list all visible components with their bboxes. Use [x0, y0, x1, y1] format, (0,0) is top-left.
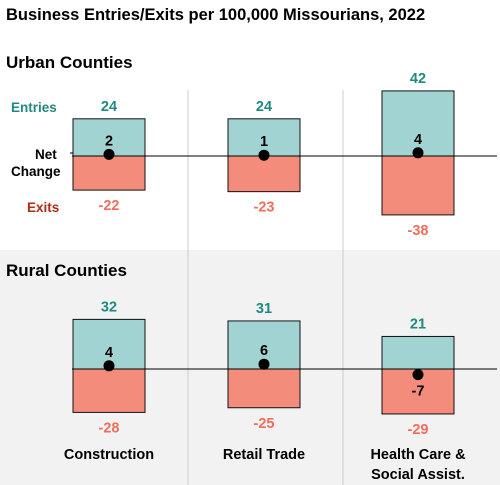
legend-net-label: Net [35, 147, 57, 162]
rural-c2-entries-bar [382, 336, 454, 369]
urban-c0-exits-label: -22 [99, 198, 120, 214]
rural-c2-exits-label: -29 [408, 422, 429, 438]
rural-c1-bar-outline [227, 320, 301, 409]
urban-c0-bar-outline [72, 118, 146, 191]
category-label-0: Construction [64, 447, 154, 463]
urban-c0-net-dot [103, 148, 115, 160]
category-label-2-line1: Social Assist. [371, 467, 465, 483]
urban-c1-entries-label: 24 [256, 99, 272, 115]
rural-c2-entries-label: 21 [410, 316, 426, 332]
urban-c0-exits-bar [73, 156, 145, 191]
urban-c1-net-label: 1 [260, 134, 268, 150]
urban-c2-net-dot [412, 147, 424, 159]
category-label-1: Retail Trade [223, 447, 305, 463]
legend-exits-label: Exits [27, 200, 59, 215]
rural-c1-exits-bar [228, 369, 300, 408]
rural-c1-net-label: 6 [260, 343, 268, 359]
urban-c2-exits-label: -38 [408, 223, 429, 239]
urban-c2-entries-label: 42 [410, 71, 426, 87]
rural-c0-exits-bar [73, 369, 145, 413]
rural-c2-bar-outline [381, 335, 455, 415]
legend-change-label: Change [11, 164, 61, 179]
urban-c2-exits-bar [382, 156, 454, 215]
rural-c0-entries-label: 32 [101, 299, 117, 315]
chart-title: Business Entries/Exits per 100,000 Misso… [6, 6, 425, 24]
rural-c0-exits-label: -28 [99, 420, 120, 436]
rural-c0-bar-outline [72, 318, 146, 413]
urban-c1-bar-outline [227, 118, 301, 193]
rural-c1-net-dot [258, 358, 270, 370]
urban-c0-net-label: 2 [105, 133, 113, 149]
category-label-2-line0: Health Care & [370, 447, 466, 463]
chart-marks: 24 -22 2 24 -23 1 42 -38 4 32 -28 4 31 -25 6 21 -29 -7 Con… [64, 71, 497, 483]
rural-c0-net-dot [103, 360, 115, 372]
rural-c1-exits-label: -25 [254, 416, 275, 432]
urban-c2-bar-outline [381, 90, 455, 216]
urban-panel-title: Urban Counties [6, 53, 133, 72]
urban-c2-net-label: 4 [414, 132, 422, 148]
rural-c2-net-dot [412, 369, 424, 381]
urban-c1-exits-label: -23 [254, 200, 275, 216]
urban-c1-exits-bar [228, 156, 300, 192]
rural-c1-entries-label: 31 [256, 301, 272, 317]
urban-c1-net-dot [258, 149, 270, 161]
rural-panel-title: Rural Counties [6, 261, 127, 280]
urban-c0-entries-label: 24 [101, 99, 117, 115]
urban-c2-entries-bar [382, 90, 454, 156]
legend-entries-label: Entries [11, 100, 57, 115]
rural-c0-net-label: 4 [105, 345, 113, 361]
rural-c2-net-label: -7 [412, 384, 425, 400]
